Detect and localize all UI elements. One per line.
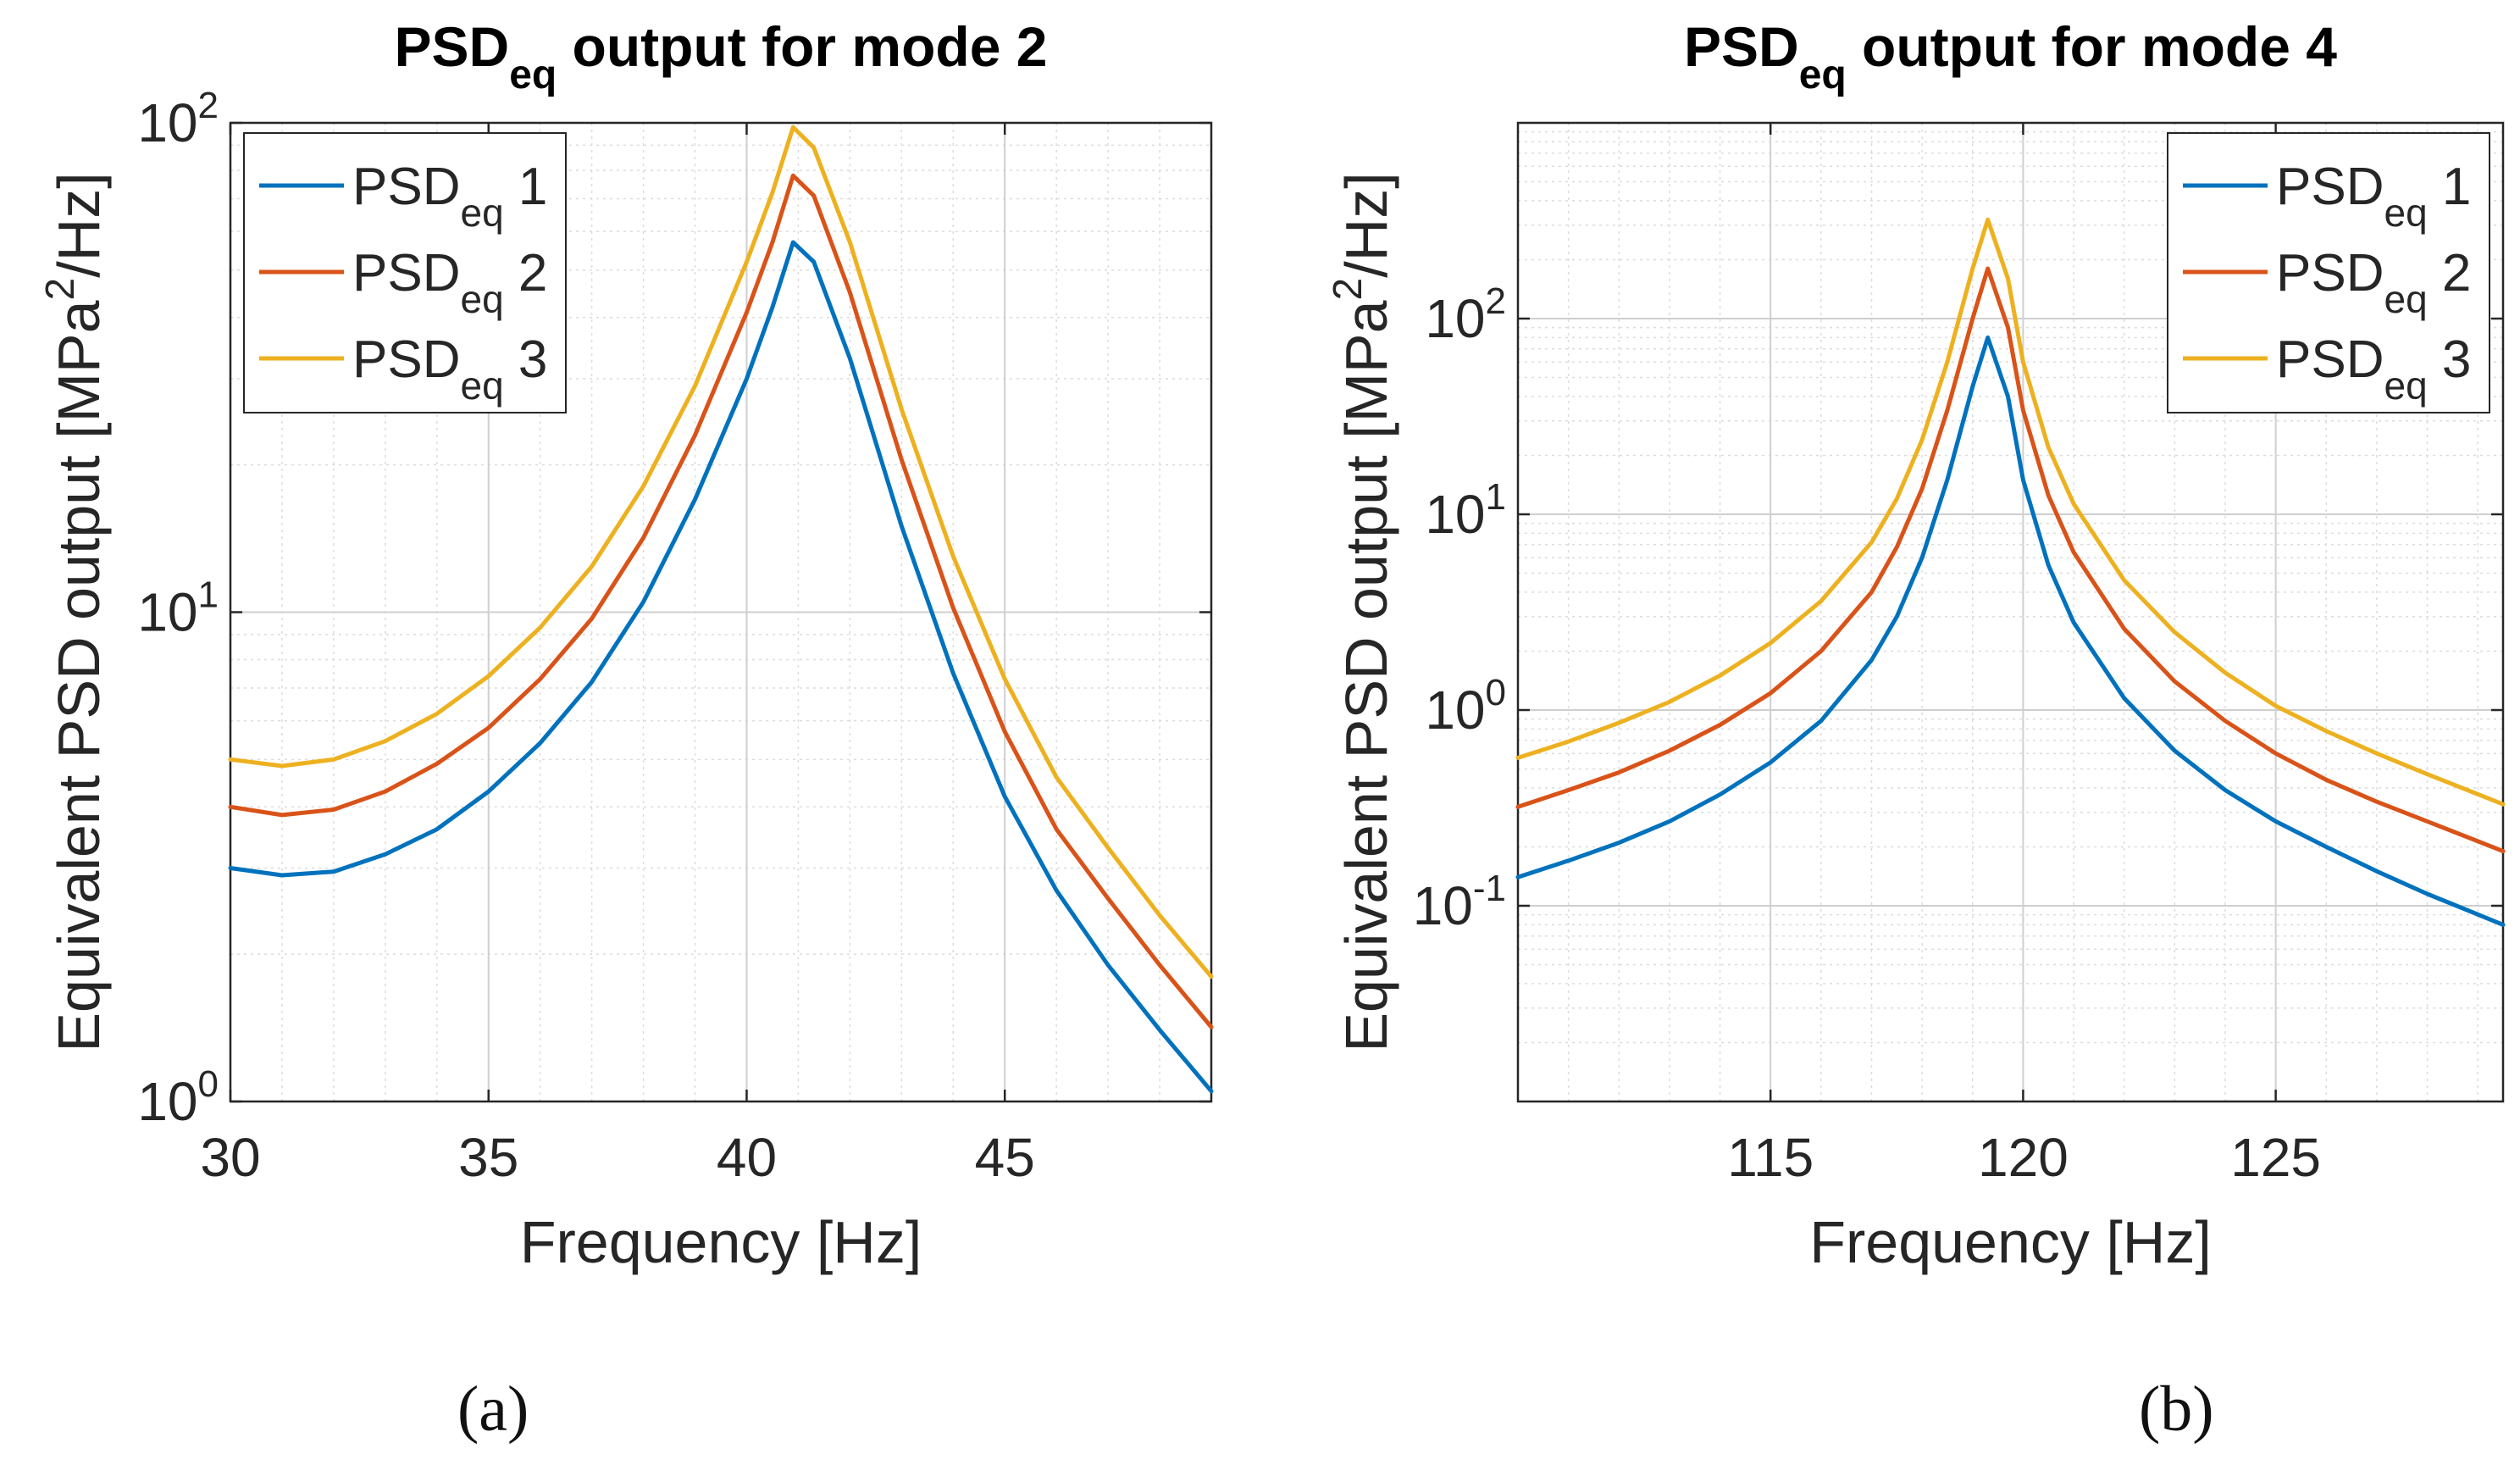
plot-frame (1516, 121, 2505, 1103)
legend-main: PSD (352, 158, 460, 216)
series-line-2 (1515, 266, 2506, 854)
y-axis-label: Equivalent PSD output [MPa2/Hz] (1326, 172, 1399, 1052)
legend-rest: 2 (504, 244, 548, 302)
x-tick-label: 125 (2230, 1127, 2321, 1188)
y-tick-exponent: 1 (198, 574, 219, 616)
y-label-post: /Hz] (1333, 172, 1399, 277)
y-tick-label: 101 (1425, 476, 1506, 545)
x-tick-label: 40 (717, 1127, 777, 1188)
y-tick-exponent: 2 (1486, 280, 1506, 322)
x-axis-label: Frequency [Hz] (1809, 1209, 2212, 1275)
legend-main: PSD (2276, 330, 2384, 389)
y-tick-base: 10 (1425, 484, 1485, 545)
y-tick-label: 102 (137, 85, 219, 153)
legend-entry-3: PSDeq 3 (352, 330, 547, 408)
y-tick-label: 100 (137, 1063, 219, 1132)
legend-subscript: eq (460, 191, 503, 235)
legend-rest: 3 (2428, 330, 2472, 389)
legend-main: PSD (2276, 158, 2384, 216)
title-main: PSD (394, 15, 509, 78)
series-line-1 (228, 240, 1214, 1094)
series-line-2 (228, 173, 1214, 1029)
legend-entry-2: PSDeq 2 (2276, 244, 2471, 321)
y-label-pre: Equivalent PSD output [MPa (46, 300, 112, 1052)
chart-title: PSDeq output for mode 4 (1684, 15, 2337, 97)
y-tick-exponent: 2 (198, 85, 219, 126)
legend-main: PSD (352, 330, 460, 389)
title-rest: output for mode 4 (1847, 15, 2338, 78)
legend-main: PSD (352, 244, 460, 302)
legend-subscript: eq (460, 363, 503, 408)
series-line-1 (1515, 335, 2506, 927)
title-rest: output for mode 2 (557, 15, 1047, 78)
x-tick-label: 115 (1727, 1127, 1814, 1188)
y-tick-base: 10 (137, 1071, 197, 1132)
legend-rest: 1 (504, 158, 548, 216)
legend-rest: 3 (504, 330, 548, 389)
title-subscript: eq (509, 53, 557, 97)
series-line-3 (1515, 217, 2506, 807)
title-subscript: eq (1799, 53, 1847, 97)
y-tick-base: 10 (1425, 288, 1485, 349)
subcaption-b: (b) (2139, 1373, 2214, 1445)
subcaption-a: (a) (457, 1373, 529, 1445)
legend-entry-1: PSDeq 1 (352, 158, 547, 235)
legend-entry-2: PSDeq 2 (352, 244, 547, 321)
x-tick-label: 45 (975, 1127, 1035, 1188)
legend-entry-1: PSDeq 1 (2276, 158, 2471, 235)
y-label-pre: Equivalent PSD output [MPa (1333, 300, 1399, 1052)
y-tick-label: 102 (1425, 280, 1506, 349)
y-tick-base: 10 (1425, 680, 1485, 741)
chart-title: PSDeq output for mode 2 (394, 15, 1047, 97)
legend-entry-3: PSDeq 3 (2276, 330, 2471, 408)
y-tick-label: 101 (137, 574, 219, 643)
y-tick-label: 10-1 (1413, 868, 1506, 936)
x-tick-label: 120 (1978, 1127, 2069, 1188)
y-tick-exponent: -1 (1473, 868, 1506, 909)
y-tick-label: 100 (1425, 672, 1506, 741)
y-tick-base: 10 (137, 582, 197, 643)
y-label-superscript: 2 (1326, 278, 1371, 301)
legend-subscript: eq (2384, 191, 2427, 235)
legend-main: PSD (2276, 244, 2384, 302)
x-axis-label: Frequency [Hz] (520, 1209, 922, 1275)
x-tick-label: 30 (200, 1127, 260, 1188)
legend-subscript: eq (2384, 277, 2427, 321)
legend-subscript: eq (460, 277, 503, 321)
y-tick-exponent: 1 (1486, 476, 1506, 518)
y-label-post: /Hz] (46, 172, 112, 277)
legend-rest: 1 (2428, 158, 2472, 216)
y-label-superscript: 2 (38, 278, 83, 301)
y-axis-label: Equivalent PSD output [MPa2/Hz] (38, 172, 112, 1052)
y-tick-exponent: 0 (1486, 672, 1506, 713)
series-line-3 (228, 125, 1214, 979)
legend-subscript: eq (2384, 363, 2427, 408)
y-tick-base: 10 (1413, 875, 1473, 936)
y-tick-exponent: 0 (198, 1063, 219, 1105)
x-tick-label: 35 (458, 1127, 518, 1188)
title-main: PSD (1684, 15, 1799, 78)
legend-rest: 2 (2428, 244, 2472, 302)
y-tick-base: 10 (137, 92, 197, 153)
